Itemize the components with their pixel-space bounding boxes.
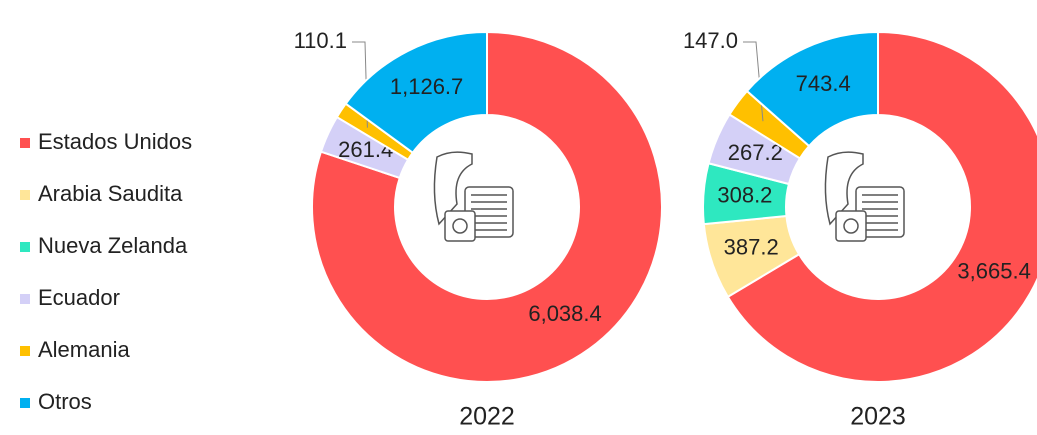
data-label: 147.0 xyxy=(683,28,738,53)
pillow-flower xyxy=(452,218,468,234)
data-label: 387.2 xyxy=(724,235,779,260)
pie-slice xyxy=(311,30,663,383)
legend-label: Nueva Zelanda xyxy=(38,233,188,258)
data-label: 110.1 xyxy=(294,28,347,53)
legend-label: Otros xyxy=(38,389,92,414)
legend-swatch xyxy=(20,346,30,356)
legend-label: Ecuador xyxy=(38,285,120,310)
chart-title: 2022 xyxy=(459,403,515,431)
data-label: 6,038.4 xyxy=(528,301,601,326)
pie-slice xyxy=(344,30,488,155)
legend-swatch xyxy=(20,242,30,252)
data-label: 743.4 xyxy=(796,71,851,96)
legend-swatch xyxy=(20,138,30,148)
pillow-icon xyxy=(433,151,514,242)
legend-label: Alemania xyxy=(38,337,130,362)
legend-swatch xyxy=(20,398,30,408)
pie-slice xyxy=(726,30,1037,383)
data-label: 1,126.7 xyxy=(390,74,463,99)
pillow-back xyxy=(433,151,473,226)
data-label: 308.2 xyxy=(717,183,772,208)
legend-swatch xyxy=(20,190,30,200)
legend-label: Estados Unidos xyxy=(38,129,192,154)
data-label: 267.2 xyxy=(728,140,783,165)
pillow-back xyxy=(824,151,864,226)
pie-slice xyxy=(745,30,879,148)
legend-swatch xyxy=(20,294,30,304)
data-label: 3,665.4 xyxy=(957,259,1030,284)
legend-label: Arabia Saudita xyxy=(38,181,183,206)
chart-title: 2023 xyxy=(850,403,906,431)
pillow-flower xyxy=(843,218,859,234)
pillow-icon xyxy=(824,151,905,242)
